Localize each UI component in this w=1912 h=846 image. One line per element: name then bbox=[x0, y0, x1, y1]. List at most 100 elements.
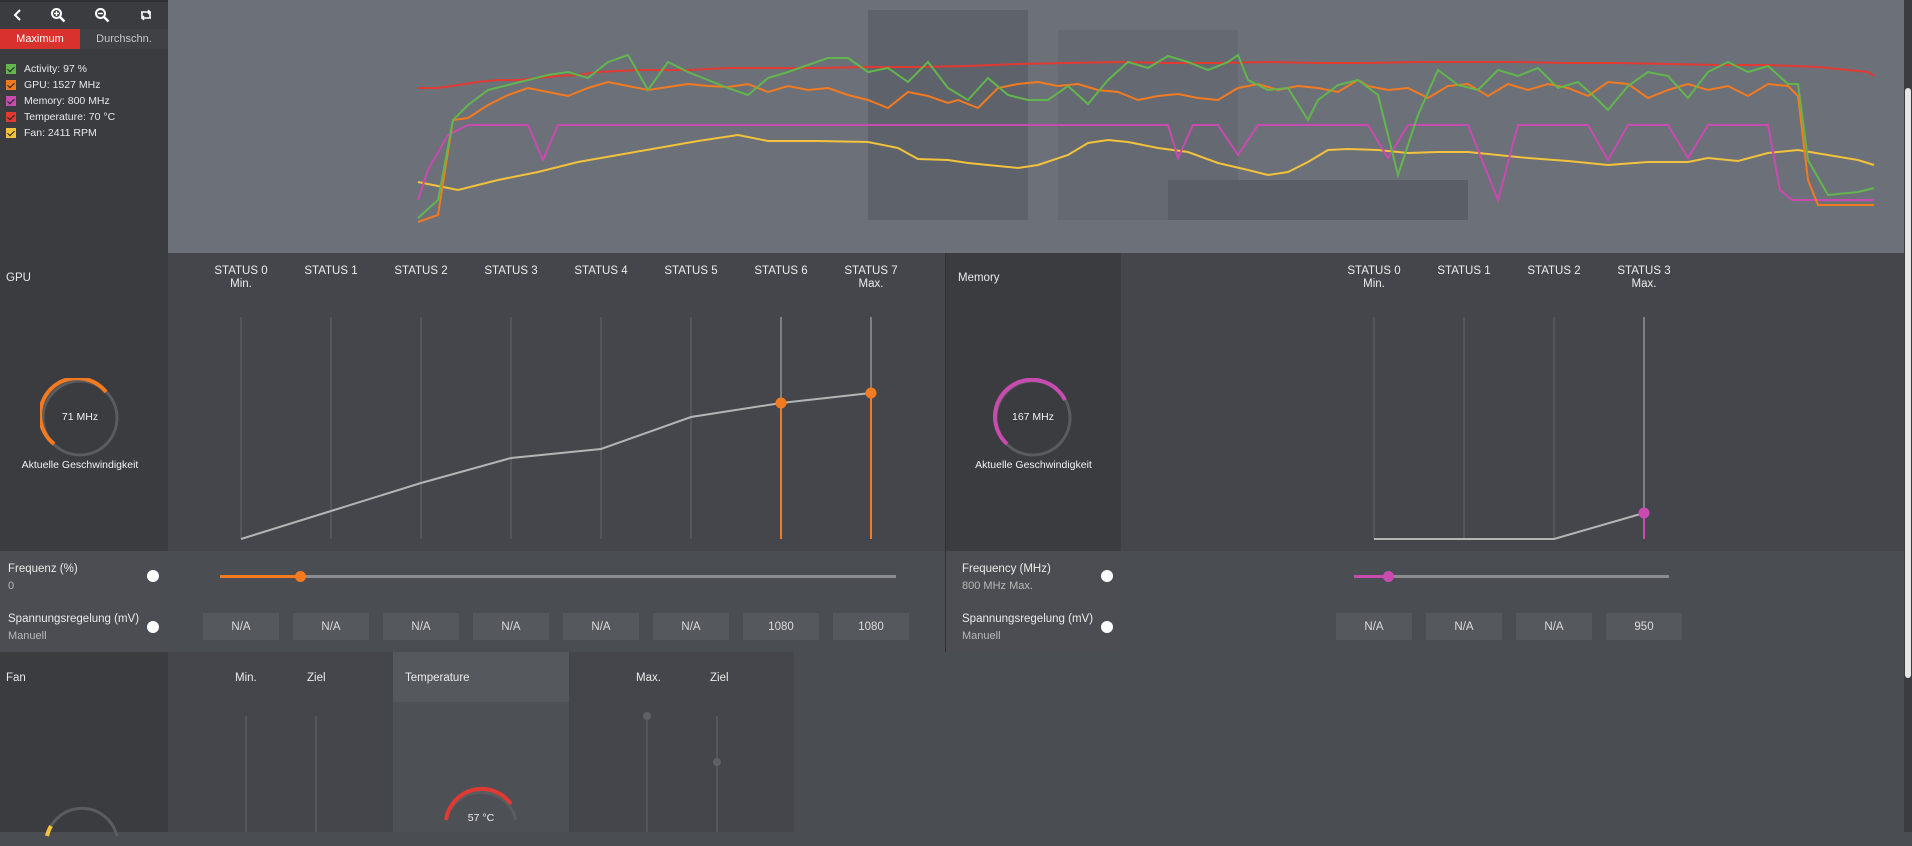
temperature-gauge bbox=[444, 786, 518, 821]
temperature-curve bbox=[643, 712, 721, 832]
voltage-field[interactable]: N/A bbox=[383, 613, 459, 640]
legend-label: Temperature: 70 °C bbox=[24, 111, 116, 123]
frequency-toggle[interactable] bbox=[147, 570, 159, 582]
gauge-caption: Aktuelle Geschwindigkeit bbox=[975, 459, 1092, 471]
voltage-field[interactable]: N/A bbox=[473, 613, 549, 640]
legend-fan[interactable]: Fan: 2411 RPM bbox=[6, 126, 97, 140]
gpu-frequency-label-panel: Frequenz (%) 0 bbox=[0, 551, 168, 601]
state-name: STATUS 5 bbox=[664, 265, 718, 277]
state-6-handle[interactable] bbox=[775, 397, 787, 409]
column-target: Ziel bbox=[307, 672, 326, 684]
voltage-mode: Manuell bbox=[962, 630, 1001, 642]
legend-temperature[interactable]: Temperature: 70 °C bbox=[6, 110, 115, 124]
frequency-slider-track[interactable] bbox=[1354, 575, 1669, 578]
legend-activity[interactable]: Activity: 97 % bbox=[6, 62, 87, 76]
voltage-field[interactable]: 1080 bbox=[833, 613, 909, 640]
memory-state-3: STATUS 3 Max. bbox=[1599, 265, 1689, 291]
temperature-columns-header: Max. Ziel bbox=[569, 652, 794, 702]
memory-state-graph[interactable] bbox=[1121, 303, 1904, 551]
gpu-voltage-row: N/A N/A N/A N/A N/A N/A 1080 1080 bbox=[168, 601, 946, 652]
section-title: Fan bbox=[6, 672, 26, 684]
gauge-arc bbox=[40, 378, 108, 446]
zoom-in-icon[interactable] bbox=[40, 3, 76, 27]
frequency-slider-fill bbox=[220, 575, 300, 578]
gpu-state-4: STATUS 4 bbox=[556, 265, 646, 278]
gpu-voltage-label-panel: Spannungsregelung (mV) Manuell bbox=[0, 601, 168, 652]
state-3-handle[interactable] bbox=[1638, 507, 1650, 519]
gpu-state-graph[interactable] bbox=[168, 303, 946, 551]
max-handle[interactable] bbox=[643, 712, 651, 720]
voltage-field[interactable]: N/A bbox=[1426, 613, 1502, 640]
state-name: STATUS 3 bbox=[484, 265, 538, 277]
voltage-label: Spannungsregelung (mV) bbox=[8, 613, 140, 625]
memory-speed-gauge bbox=[993, 378, 1072, 457]
state-name: STATUS 2 bbox=[394, 265, 448, 277]
gauge-caption: Aktuelle Geschwindigkeit bbox=[21, 459, 139, 471]
gauge-arc bbox=[993, 378, 1067, 446]
checkbox-icon[interactable] bbox=[6, 80, 16, 90]
voltage-field[interactable]: N/A bbox=[203, 613, 279, 640]
gpu-frequency-slider-row bbox=[168, 551, 946, 601]
state-name: STATUS 6 bbox=[754, 265, 808, 277]
state-sub: Min. bbox=[230, 278, 252, 290]
voltage-field[interactable]: N/A bbox=[1336, 613, 1412, 640]
frequency-value: 800 MHz Max. bbox=[962, 580, 1033, 592]
zoom-out-icon[interactable] bbox=[84, 3, 120, 27]
frequency-slider-handle[interactable] bbox=[295, 571, 306, 582]
state-name: STATUS 4 bbox=[574, 265, 628, 277]
voltage-field[interactable]: 950 bbox=[1606, 613, 1682, 640]
frequency-slider-handle[interactable] bbox=[1383, 571, 1394, 582]
checkbox-icon[interactable] bbox=[6, 64, 16, 74]
fan-curve-graph[interactable] bbox=[168, 702, 393, 832]
back-icon[interactable] bbox=[0, 3, 36, 27]
frequency-slider-fill bbox=[1354, 575, 1389, 578]
gauge-value: 71 MHz bbox=[61, 411, 99, 423]
graph-lines bbox=[417, 53, 1875, 223]
state-7-handle[interactable] bbox=[865, 387, 877, 399]
state-name: STATUS 1 bbox=[304, 265, 358, 277]
frequency-label: Frequency (MHz) bbox=[962, 563, 1051, 575]
empty-area bbox=[794, 652, 1904, 832]
target-handle[interactable] bbox=[713, 758, 721, 766]
legend-label: GPU: 1527 MHz bbox=[24, 79, 101, 91]
tab-average[interactable]: Durchschn. bbox=[80, 29, 168, 49]
voltage-field[interactable]: N/A bbox=[653, 613, 729, 640]
legend-gpu[interactable]: GPU: 1527 MHz bbox=[6, 78, 100, 92]
gpu-speed-gauge bbox=[40, 378, 119, 457]
background-shape bbox=[868, 10, 1028, 220]
voltage-field[interactable]: 1080 bbox=[743, 613, 819, 640]
state-name: STATUS 3 bbox=[1617, 265, 1671, 277]
checkbox-icon[interactable] bbox=[6, 128, 16, 138]
voltage-toggle[interactable] bbox=[147, 621, 159, 633]
state-sub: Min. bbox=[1363, 278, 1385, 290]
voltage-field[interactable]: N/A bbox=[1516, 613, 1592, 640]
voltage-field[interactable]: N/A bbox=[563, 613, 639, 640]
memory-state-2: STATUS 2 bbox=[1509, 265, 1599, 278]
frequency-toggle[interactable] bbox=[1101, 570, 1113, 582]
fan-curve bbox=[245, 716, 317, 832]
temperature-gauge-panel: 57 °C bbox=[393, 702, 569, 832]
column-max: Max. bbox=[636, 672, 661, 684]
voltage-label: Spannungsregelung (mV) bbox=[962, 613, 1094, 625]
reset-zoom-icon[interactable] bbox=[128, 3, 164, 27]
voltage-field[interactable]: N/A bbox=[293, 613, 369, 640]
gpu-state-6: STATUS 6 bbox=[736, 265, 826, 278]
temperature-curve-graph[interactable] bbox=[569, 702, 794, 832]
frequency-slider-track[interactable] bbox=[220, 575, 896, 578]
legend-memory[interactable]: Memory: 800 MHz bbox=[6, 94, 110, 108]
column-target: Ziel bbox=[710, 672, 729, 684]
performance-graph[interactable] bbox=[168, 0, 1912, 253]
scrollbar-thumb[interactable] bbox=[1905, 88, 1911, 678]
temperature-header: Temperature bbox=[393, 652, 569, 702]
checkbox-icon[interactable] bbox=[6, 112, 16, 122]
column-min: Min. bbox=[235, 672, 257, 684]
section-title: Memory bbox=[958, 272, 1000, 284]
gauge-value: 57 °C bbox=[467, 812, 495, 824]
state-name: STATUS 2 bbox=[1527, 265, 1581, 277]
memory-voltage-row: N/A N/A N/A 950 bbox=[1121, 601, 1904, 652]
monitor-sidebar: Maximum Durchschn. Activity: 97 % GPU: 1… bbox=[0, 0, 168, 253]
voltage-toggle[interactable] bbox=[1101, 621, 1113, 633]
checkbox-icon[interactable] bbox=[6, 96, 16, 106]
tab-maximum[interactable]: Maximum bbox=[0, 29, 80, 49]
memory-state-0: STATUS 0 Min. bbox=[1329, 265, 1419, 291]
